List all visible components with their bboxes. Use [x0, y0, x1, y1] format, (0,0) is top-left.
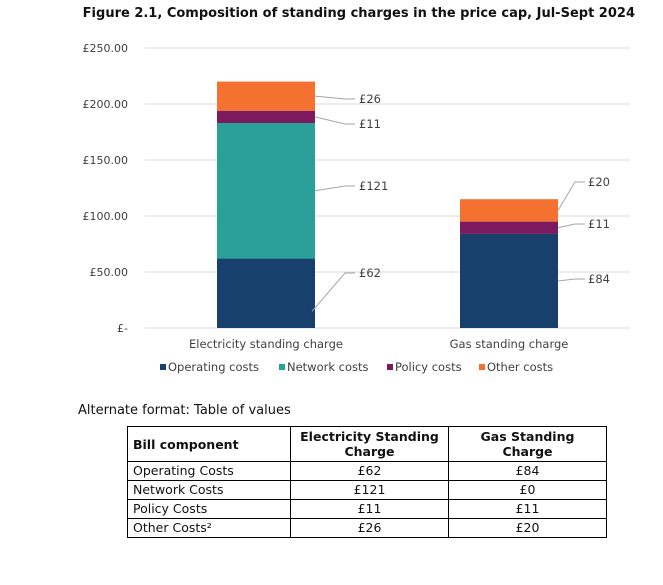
data-label: £121: [359, 179, 388, 193]
y-tick-label: £150.00: [83, 154, 129, 167]
leader-line: [557, 223, 585, 229]
gas-value: £20: [448, 518, 607, 538]
legend-swatch: [160, 364, 166, 370]
table-row: Other Costs² £26 £20: [127, 518, 607, 538]
bar-segment: [460, 199, 558, 222]
leader-line: [314, 185, 355, 192]
y-tick-label: £200.00: [83, 98, 129, 111]
y-tick-label: £250.00: [83, 42, 129, 55]
leader-line: [557, 278, 585, 282]
data-label: £11: [588, 217, 610, 231]
y-tick-label: £-: [117, 322, 128, 335]
legend-label: Other costs: [487, 360, 553, 374]
x-category-label: Electricity standing charge: [189, 337, 343, 351]
table-header-row: Bill component Electricity Standing Char…: [127, 426, 607, 462]
table-caption: Alternate format: Table of values: [78, 403, 291, 418]
legend-label: Operating costs: [168, 360, 259, 374]
leader-line: [557, 181, 585, 211]
gas-value: £11: [448, 499, 607, 519]
electricity-value: £121: [290, 480, 449, 500]
stacked-bar-chart: £- £50.00 £100.00 £150.00 £200.00 £250.00 Elec…: [83, 42, 630, 374]
legend-label: Policy costs: [395, 360, 462, 374]
electricity-value: £26: [290, 518, 449, 538]
data-label: £26: [359, 92, 381, 106]
row-label: Network Costs: [127, 480, 291, 500]
row-label: Other Costs²: [127, 518, 291, 538]
gas-value: £0: [448, 480, 607, 500]
legend-label: Network costs: [287, 360, 369, 374]
bar-segment: [217, 110, 315, 124]
legend-swatch: [279, 364, 285, 370]
header-bill-component: Bill component: [127, 426, 291, 462]
leader-line: [314, 95, 355, 100]
y-tick-label: £100.00: [83, 210, 129, 223]
table-row: Operating Costs £62 £84: [127, 461, 607, 481]
electricity-value: £62: [290, 461, 449, 481]
table-row: Network Costs £121 £0: [127, 480, 607, 500]
chart-title: Figure 2.1, Composition of standing char…: [82, 6, 635, 21]
bar-segment: [217, 123, 315, 259]
legend-swatch: [479, 364, 485, 370]
header-electricity: Electricity Standing Charge: [290, 426, 449, 462]
bar-segment: [217, 258, 315, 328]
data-label: £62: [359, 266, 381, 280]
leader-line: [314, 116, 355, 125]
legend-swatch: [387, 364, 393, 370]
bar-segment: [460, 233, 558, 328]
row-label: Operating Costs: [127, 461, 291, 481]
values-table: Bill component Electricity Standing Char…: [127, 426, 607, 538]
leader-line: [311, 272, 355, 312]
y-tick-label: £50.00: [90, 266, 129, 279]
gas-value: £84: [448, 461, 607, 481]
data-label: £11: [359, 117, 381, 131]
row-label: Policy Costs: [127, 499, 291, 519]
data-label: £84: [588, 272, 610, 286]
electricity-value: £11: [290, 499, 449, 519]
header-gas: Gas Standing Charge: [448, 426, 607, 462]
bar-segment: [217, 81, 315, 111]
table-row: Policy Costs £11 £11: [127, 499, 607, 519]
data-label: £20: [588, 175, 610, 189]
bar-segment: [460, 221, 558, 234]
x-category-label: Gas standing charge: [450, 337, 569, 351]
